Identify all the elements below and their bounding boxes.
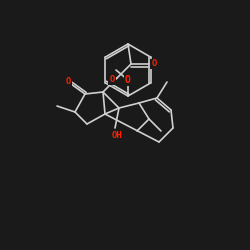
- Text: O: O: [65, 78, 71, 86]
- Text: O: O: [109, 76, 115, 84]
- Text: O: O: [125, 75, 131, 85]
- Text: OH: OH: [112, 130, 122, 140]
- Text: O: O: [151, 60, 157, 68]
